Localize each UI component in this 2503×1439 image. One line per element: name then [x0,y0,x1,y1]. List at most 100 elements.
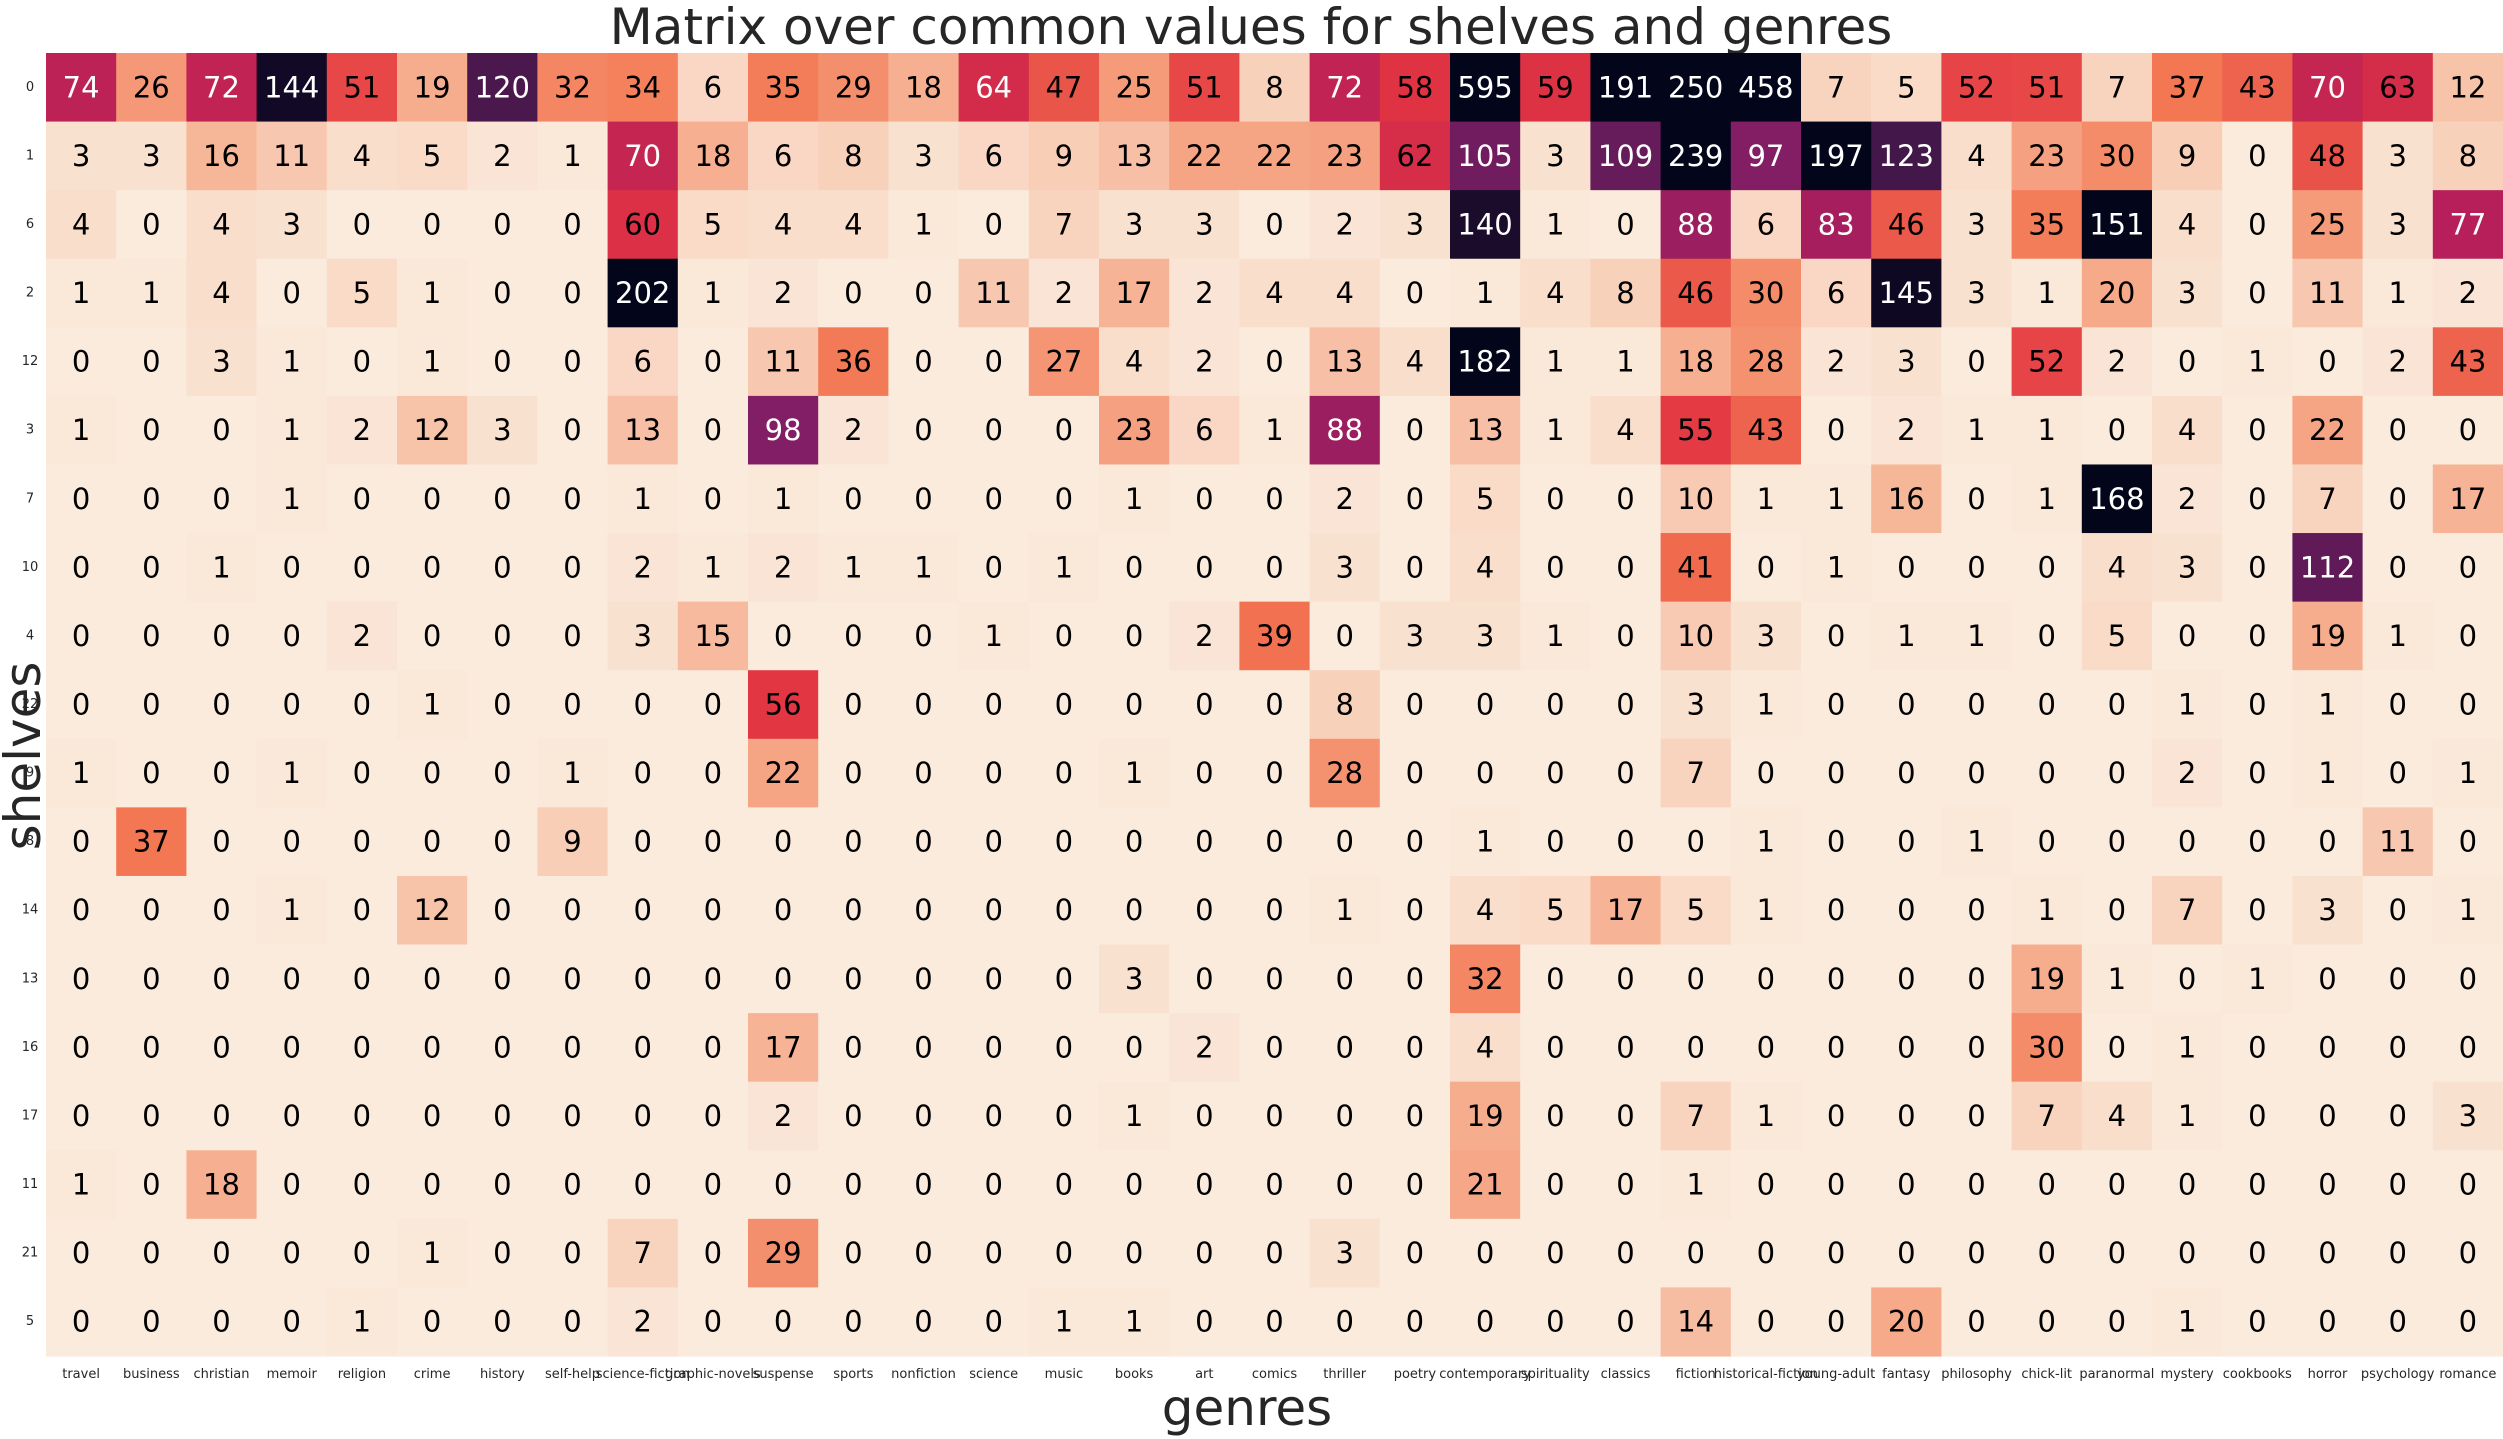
heatmap-cell [2011,327,2083,397]
heatmap-cell-label: 0 [1055,619,1073,653]
heatmap-cell-label: 4 [774,207,792,241]
heatmap-cell [2362,944,2434,1014]
heatmap-cell [677,1013,749,1083]
y-tick-label: 3 [26,423,34,438]
heatmap-cell-label: 1 [1476,825,1494,859]
heatmap-cell-label: 0 [1265,1030,1283,1064]
heatmap-cell-label: 0 [1406,1030,1424,1064]
heatmap-cell-label: 0 [1406,756,1424,790]
heatmap-cell [2081,601,2153,671]
heatmap-cell [1871,190,1942,260]
heatmap-cell-label: 6 [633,345,651,379]
heatmap-cell-label: 0 [2037,825,2055,859]
heatmap-cell-label: 0 [353,893,371,927]
heatmap-cell-label: 0 [142,756,160,790]
heatmap-cell-label: 0 [2388,688,2406,722]
heatmap-cell-label: 47 [1045,70,1082,104]
heatmap-cell [537,395,609,466]
heatmap-cell [1239,601,1311,671]
heatmap-cell [2152,258,2223,328]
heatmap-cell [1730,944,1802,1014]
heatmap-cell-label: 0 [2248,550,2266,584]
x-tick-label: philosophy [1941,1367,2012,1382]
heatmap-cell-label: 1 [984,619,1002,653]
heatmap-cell-label: 0 [1686,1236,1704,1270]
heatmap-cell [1450,53,1521,123]
heatmap-cell [537,121,609,191]
heatmap-cell [1169,738,1240,808]
heatmap-cell-label: 0 [1546,1168,1564,1202]
heatmap-cell [46,807,117,877]
heatmap-cell-label: 1 [72,1168,90,1202]
heatmap-cell-label: 60 [624,207,661,241]
heatmap-cell-label: 0 [1616,756,1634,790]
heatmap-cell-label: 16 [1888,482,1925,516]
heatmap-cell-label: 0 [1546,1030,1564,1064]
heatmap-cell [186,875,258,946]
heatmap-cell [1871,875,1942,946]
heatmap-cell-label: 0 [142,1168,160,1202]
heatmap-cell-label: 0 [1827,413,1845,447]
heatmap-cell-label: 0 [1195,482,1213,516]
heatmap-cell-label: 1 [633,482,651,516]
heatmap-cell-label: 3 [2178,550,2196,584]
heatmap-cell-label: 39 [1256,619,1293,653]
heatmap-cell-label: 1 [914,207,932,241]
heatmap-cell [958,1150,1030,1220]
heatmap-cell-label: 0 [423,962,441,996]
heatmap-cell [1590,601,1662,671]
heatmap-cell [1309,944,1381,1014]
heatmap-cell [1590,944,1662,1014]
heatmap-cell [1169,1150,1240,1220]
heatmap-cell [2362,1218,2434,1289]
heatmap-cell-label: 0 [633,893,651,927]
heatmap-cell-label: 0 [1055,1236,1073,1270]
heatmap-cell-label: 0 [1055,756,1073,790]
heatmap-cell-label: 0 [493,207,511,241]
heatmap-cell [1941,327,2013,397]
heatmap-cell-label: 3 [2178,276,2196,310]
heatmap-cell-label: 0 [1406,825,1424,859]
heatmap-cell [1099,121,1170,191]
heatmap-cell-label: 0 [1686,962,1704,996]
heatmap-cell-label: 0 [1757,1236,1775,1270]
heatmap-cell [46,738,117,808]
heatmap-cell-label: 0 [2108,756,2126,790]
heatmap-cell [2432,1287,2503,1357]
heatmap-cell [1309,190,1381,260]
heatmap-cell [2432,533,2503,603]
x-tick-label: sports [833,1367,873,1382]
heatmap-cell-label: 1 [1757,825,1775,859]
heatmap-cell-label: 29 [835,70,872,104]
heatmap-cell [748,670,819,740]
heatmap-cell-label: 17 [1607,893,1644,927]
y-tick-label: 0 [26,80,34,95]
heatmap-cell-label: 4 [1476,1030,1494,1064]
heatmap-cell-label: 0 [1265,207,1283,241]
heatmap-cell [1028,875,1100,946]
heatmap-cell-label: 0 [2318,345,2336,379]
heatmap-cell [748,53,819,123]
heatmap-cell [1590,1218,1662,1289]
heatmap-cell-label: 0 [2037,1236,2055,1270]
heatmap-cell-label: 11 [765,345,802,379]
heatmap-cell-label: 32 [1467,962,1504,996]
heatmap-cell-label: 0 [1125,825,1143,859]
heatmap-cell-label: 0 [984,1168,1002,1202]
heatmap-cell-label: 7 [1686,1099,1704,1133]
heatmap-cell [1379,327,1451,397]
heatmap-cell [1450,807,1521,877]
heatmap-cell [2081,258,2153,328]
heatmap-cell-label: 1 [1686,1168,1704,1202]
heatmap-cell [537,1218,609,1289]
heatmap-cell-label: 0 [2318,1236,2336,1270]
heatmap-cell [1239,1287,1311,1357]
heatmap-cell-label: 0 [1055,482,1073,516]
heatmap-cell-label: 3 [1967,207,1985,241]
heatmap-cell-label: 0 [914,893,932,927]
heatmap-cell-label: 0 [282,276,300,310]
heatmap-cell [607,1218,679,1289]
heatmap-cell [2292,327,2364,397]
heatmap-cell-label: 0 [1616,482,1634,516]
heatmap-cell-label: 0 [2108,1030,2126,1064]
